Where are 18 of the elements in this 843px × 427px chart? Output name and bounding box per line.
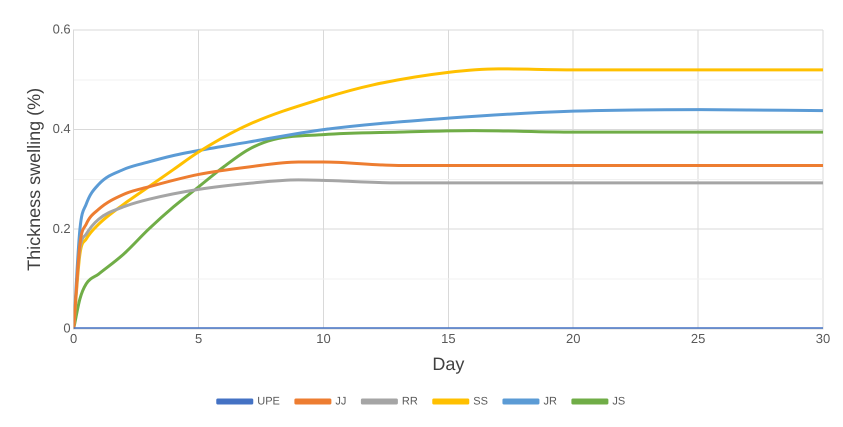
y-tick-label: 0.4 (52, 121, 71, 136)
y-tick-label: 0 (63, 320, 71, 336)
legend-label: RR (402, 396, 418, 408)
legend-label: SS (473, 396, 488, 408)
legend-label: UPE (257, 396, 280, 408)
x-tick-label: 20 (566, 331, 580, 346)
x-axis-title: Day (432, 354, 464, 374)
x-tick-label: 30 (816, 331, 830, 346)
legend-label: JS (612, 396, 626, 408)
legend-label: JJ (335, 396, 346, 408)
legend-label: JR (543, 396, 557, 408)
y-axis-title: Thickness swelling (%) (24, 88, 44, 271)
y-tick-label: 0.2 (52, 220, 71, 236)
x-tick-label: 10 (316, 331, 331, 346)
x-tick-label: 5 (194, 331, 202, 346)
x-tick-label: 15 (441, 331, 456, 346)
y-tick-label: 0.6 (52, 22, 71, 37)
x-tick-label: 25 (690, 331, 706, 346)
